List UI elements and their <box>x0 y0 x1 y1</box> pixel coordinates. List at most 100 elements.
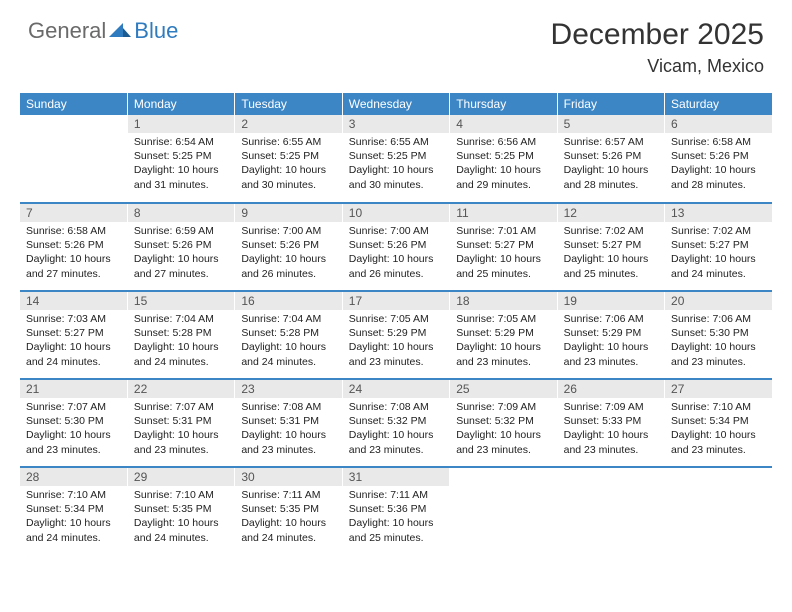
day-content: Sunrise: 6:57 AMSunset: 5:26 PMDaylight:… <box>558 133 664 196</box>
calendar-day-cell: 15Sunrise: 7:04 AMSunset: 5:28 PMDayligh… <box>127 291 234 379</box>
day-content: Sunrise: 7:02 AMSunset: 5:27 PMDaylight:… <box>665 222 772 285</box>
calendar-day-cell: 11Sunrise: 7:01 AMSunset: 5:27 PMDayligh… <box>450 203 557 291</box>
calendar-day-cell <box>450 467 557 555</box>
day-number: 1 <box>128 115 234 133</box>
header: General Blue December 2025 Vicam, Mexico <box>0 0 792 85</box>
day-number: 29 <box>128 468 234 486</box>
calendar-day-cell: 2Sunrise: 6:55 AMSunset: 5:25 PMDaylight… <box>235 115 342 203</box>
calendar-day-cell: 17Sunrise: 7:05 AMSunset: 5:29 PMDayligh… <box>342 291 449 379</box>
day-content: Sunrise: 7:01 AMSunset: 5:27 PMDaylight:… <box>450 222 556 285</box>
day-number: 26 <box>558 380 664 398</box>
day-content: Sunrise: 6:58 AMSunset: 5:26 PMDaylight:… <box>20 222 127 285</box>
calendar-day-cell: 26Sunrise: 7:09 AMSunset: 5:33 PMDayligh… <box>557 379 664 467</box>
calendar-week-row: 7Sunrise: 6:58 AMSunset: 5:26 PMDaylight… <box>20 203 772 291</box>
weekday-header-row: SundayMondayTuesdayWednesdayThursdayFrid… <box>20 93 772 115</box>
day-number: 21 <box>20 380 127 398</box>
calendar-day-cell: 16Sunrise: 7:04 AMSunset: 5:28 PMDayligh… <box>235 291 342 379</box>
calendar-day-cell <box>557 467 664 555</box>
day-number: 19 <box>558 292 664 310</box>
calendar-day-cell: 8Sunrise: 6:59 AMSunset: 5:26 PMDaylight… <box>127 203 234 291</box>
calendar-day-cell: 5Sunrise: 6:57 AMSunset: 5:26 PMDaylight… <box>557 115 664 203</box>
calendar-day-cell <box>20 115 127 203</box>
calendar-day-cell: 23Sunrise: 7:08 AMSunset: 5:31 PMDayligh… <box>235 379 342 467</box>
day-number: 8 <box>128 204 234 222</box>
day-number <box>450 468 556 486</box>
day-content: Sunrise: 6:55 AMSunset: 5:25 PMDaylight:… <box>235 133 341 196</box>
calendar-day-cell <box>665 467 772 555</box>
calendar-day-cell: 19Sunrise: 7:06 AMSunset: 5:29 PMDayligh… <box>557 291 664 379</box>
calendar-day-cell: 21Sunrise: 7:07 AMSunset: 5:30 PMDayligh… <box>20 379 127 467</box>
calendar-day-cell: 30Sunrise: 7:11 AMSunset: 5:35 PMDayligh… <box>235 467 342 555</box>
day-number: 7 <box>20 204 127 222</box>
calendar-day-cell: 24Sunrise: 7:08 AMSunset: 5:32 PMDayligh… <box>342 379 449 467</box>
day-content: Sunrise: 7:06 AMSunset: 5:29 PMDaylight:… <box>558 310 664 373</box>
day-number: 5 <box>558 115 664 133</box>
day-number: 4 <box>450 115 556 133</box>
calendar-day-cell: 22Sunrise: 7:07 AMSunset: 5:31 PMDayligh… <box>127 379 234 467</box>
calendar-day-cell: 27Sunrise: 7:10 AMSunset: 5:34 PMDayligh… <box>665 379 772 467</box>
logo-triangle-icon <box>109 19 131 44</box>
day-content: Sunrise: 7:07 AMSunset: 5:30 PMDaylight:… <box>20 398 127 461</box>
weekday-header: Monday <box>127 93 234 115</box>
calendar-day-cell: 13Sunrise: 7:02 AMSunset: 5:27 PMDayligh… <box>665 203 772 291</box>
calendar-day-cell: 9Sunrise: 7:00 AMSunset: 5:26 PMDaylight… <box>235 203 342 291</box>
calendar-week-row: 1Sunrise: 6:54 AMSunset: 5:25 PMDaylight… <box>20 115 772 203</box>
day-number: 30 <box>235 468 341 486</box>
calendar-day-cell: 10Sunrise: 7:00 AMSunset: 5:26 PMDayligh… <box>342 203 449 291</box>
calendar-day-cell: 7Sunrise: 6:58 AMSunset: 5:26 PMDaylight… <box>20 203 127 291</box>
day-content: Sunrise: 7:10 AMSunset: 5:34 PMDaylight:… <box>665 398 772 461</box>
weekday-header: Saturday <box>665 93 772 115</box>
day-content: Sunrise: 7:09 AMSunset: 5:33 PMDaylight:… <box>558 398 664 461</box>
weekday-header: Tuesday <box>235 93 342 115</box>
calendar-week-row: 21Sunrise: 7:07 AMSunset: 5:30 PMDayligh… <box>20 379 772 467</box>
day-content: Sunrise: 7:10 AMSunset: 5:34 PMDaylight:… <box>20 486 127 549</box>
day-number: 11 <box>450 204 556 222</box>
day-number: 16 <box>235 292 341 310</box>
day-number: 14 <box>20 292 127 310</box>
day-content: Sunrise: 7:02 AMSunset: 5:27 PMDaylight:… <box>558 222 664 285</box>
day-content: Sunrise: 7:09 AMSunset: 5:32 PMDaylight:… <box>450 398 556 461</box>
day-number: 24 <box>343 380 449 398</box>
weekday-header: Sunday <box>20 93 127 115</box>
calendar-day-cell: 18Sunrise: 7:05 AMSunset: 5:29 PMDayligh… <box>450 291 557 379</box>
logo: General Blue <box>28 18 178 44</box>
location: Vicam, Mexico <box>551 56 764 77</box>
calendar-week-row: 28Sunrise: 7:10 AMSunset: 5:34 PMDayligh… <box>20 467 772 555</box>
day-number: 12 <box>558 204 664 222</box>
day-content: Sunrise: 7:07 AMSunset: 5:31 PMDaylight:… <box>128 398 234 461</box>
day-content: Sunrise: 7:00 AMSunset: 5:26 PMDaylight:… <box>235 222 341 285</box>
day-number: 22 <box>128 380 234 398</box>
calendar-day-cell: 25Sunrise: 7:09 AMSunset: 5:32 PMDayligh… <box>450 379 557 467</box>
day-number: 25 <box>450 380 556 398</box>
day-number: 10 <box>343 204 449 222</box>
day-number: 27 <box>665 380 772 398</box>
logo-text-general: General <box>28 18 106 44</box>
day-number: 23 <box>235 380 341 398</box>
calendar-day-cell: 14Sunrise: 7:03 AMSunset: 5:27 PMDayligh… <box>20 291 127 379</box>
day-content: Sunrise: 6:54 AMSunset: 5:25 PMDaylight:… <box>128 133 234 196</box>
day-content: Sunrise: 6:55 AMSunset: 5:25 PMDaylight:… <box>343 133 449 196</box>
weekday-header: Thursday <box>450 93 557 115</box>
day-number: 13 <box>665 204 772 222</box>
calendar-body: 1Sunrise: 6:54 AMSunset: 5:25 PMDaylight… <box>20 115 772 555</box>
calendar-day-cell: 3Sunrise: 6:55 AMSunset: 5:25 PMDaylight… <box>342 115 449 203</box>
calendar-day-cell: 29Sunrise: 7:10 AMSunset: 5:35 PMDayligh… <box>127 467 234 555</box>
day-number: 28 <box>20 468 127 486</box>
day-number: 15 <box>128 292 234 310</box>
day-content: Sunrise: 7:11 AMSunset: 5:36 PMDaylight:… <box>343 486 449 549</box>
day-number: 18 <box>450 292 556 310</box>
day-number: 17 <box>343 292 449 310</box>
calendar-day-cell: 1Sunrise: 6:54 AMSunset: 5:25 PMDaylight… <box>127 115 234 203</box>
day-number: 31 <box>343 468 449 486</box>
day-number: 9 <box>235 204 341 222</box>
day-number <box>558 468 664 486</box>
day-content: Sunrise: 7:06 AMSunset: 5:30 PMDaylight:… <box>665 310 772 373</box>
day-content: Sunrise: 7:05 AMSunset: 5:29 PMDaylight:… <box>343 310 449 373</box>
calendar-day-cell: 4Sunrise: 6:56 AMSunset: 5:25 PMDaylight… <box>450 115 557 203</box>
logo-text-blue: Blue <box>134 18 178 44</box>
day-number <box>665 468 772 486</box>
weekday-header: Friday <box>557 93 664 115</box>
day-content: Sunrise: 7:00 AMSunset: 5:26 PMDaylight:… <box>343 222 449 285</box>
day-number: 2 <box>235 115 341 133</box>
day-content: Sunrise: 7:03 AMSunset: 5:27 PMDaylight:… <box>20 310 127 373</box>
